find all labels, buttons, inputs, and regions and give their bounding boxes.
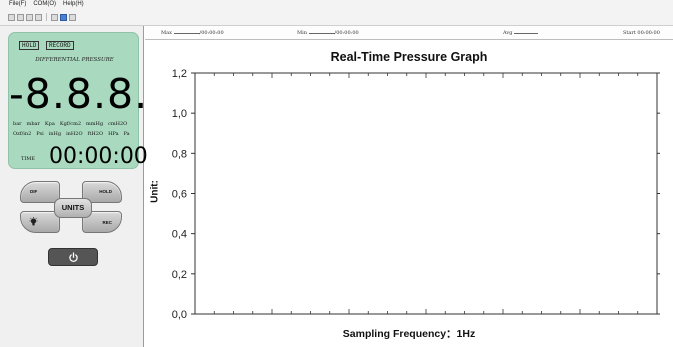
min-value-blank xyxy=(308,33,335,34)
hold-indicator: HOLD xyxy=(19,41,40,50)
toolbar-divider xyxy=(46,13,47,21)
y-tick-label: 0,6 xyxy=(172,189,187,201)
y-tick-label: 0,8 xyxy=(172,148,187,160)
unit-label: Kgf/cm2 xyxy=(59,121,82,127)
print-icon[interactable] xyxy=(35,13,42,21)
record-indicator: RECORD xyxy=(46,41,74,50)
dif-button[interactable]: DIF xyxy=(20,181,60,203)
power-button[interactable] xyxy=(48,248,98,266)
unit-label: Psi xyxy=(36,131,44,137)
hold-button-label: HOLD xyxy=(99,189,112,194)
min-label: Min xyxy=(297,30,307,36)
unit-label: bar xyxy=(13,121,22,127)
menu-help[interactable]: Help(H) xyxy=(63,1,84,7)
units-button[interactable]: UNITS xyxy=(54,198,92,218)
backlight-button[interactable] xyxy=(20,211,60,233)
rec-button[interactable]: REC xyxy=(82,211,122,233)
min-time: /00:00:00 xyxy=(334,30,359,36)
close-icon[interactable] xyxy=(69,13,76,21)
unit-label: ftH2O xyxy=(87,131,104,137)
lcd-display: HOLD RECORD DIFFERENTIAL PRESSURE -8.8.8… xyxy=(8,32,149,169)
grid-icon[interactable] xyxy=(26,13,33,21)
menu-bar: File(F) COM(O) Help(H) xyxy=(0,0,673,9)
unit-label: Kpa xyxy=(44,121,55,127)
y-tick-label: 1,2 xyxy=(172,68,187,80)
unit-row-2: Ozf/in2 Psi inHg inH2O ftH2O HPa Pa xyxy=(13,131,130,137)
control-pad: DIF HOLD REC UNITS xyxy=(20,181,126,241)
x-axis-label: Sampling Frequency：1Hz xyxy=(342,328,476,340)
y-tick-label: 0,4 xyxy=(172,229,187,241)
chart-title: Real-Time Pressure Graph xyxy=(330,50,488,64)
unit-label: cmH2O xyxy=(108,121,128,127)
max-label: Max xyxy=(161,30,172,36)
plot-area xyxy=(194,72,658,315)
blue-document-icon[interactable] xyxy=(60,13,67,21)
menu-file[interactable]: File(F) xyxy=(9,1,27,7)
avg-stat: Avg xyxy=(503,30,539,36)
y-tick-label: 0,2 xyxy=(172,269,187,281)
y-axis-label: Unit: xyxy=(149,180,161,203)
start-stat: Start 00:00:00 xyxy=(623,30,660,36)
save-icon[interactable] xyxy=(8,13,15,21)
y-tick-label: 1,0 xyxy=(172,108,187,120)
avg-value-blank xyxy=(514,33,539,34)
time-readout: 00:00:00 xyxy=(49,144,148,169)
rec-button-label: REC xyxy=(102,220,112,225)
unit-label: HPa xyxy=(108,131,119,137)
toolbar xyxy=(0,9,673,26)
lightbulb-icon xyxy=(29,217,38,229)
meter-panel: HOLD RECORD DIFFERENTIAL PRESSURE -8.8.8… xyxy=(0,26,149,347)
pressure-readout: -8.8.8. xyxy=(9,70,149,118)
max-time: /00:00:00 xyxy=(199,30,224,36)
time-label: TIME xyxy=(21,156,36,162)
pressure-chart: 0,0 0,2 0,4 0,6 0,8 1,0 1,2 xyxy=(172,68,660,321)
y-tick-label: 0,0 xyxy=(172,309,187,321)
start-time: 00:00:00 xyxy=(637,30,660,36)
avg-label: Avg xyxy=(503,30,513,36)
min-stat: Min /00:00:00 xyxy=(297,30,359,36)
copy-icon[interactable] xyxy=(17,13,24,21)
unit-row-1: bar mbar Kpa Kgf/cm2 mmHg cmH2O xyxy=(13,121,127,127)
menu-com[interactable]: COM(O) xyxy=(33,1,57,7)
unit-label: Ozf/in2 xyxy=(13,131,32,137)
stats-bar: Max /00:00:00 Min /00:00:00 Avg Start 00… xyxy=(145,26,673,40)
max-stat: Max /00:00:00 xyxy=(161,30,224,36)
unit-label: mbar xyxy=(26,121,40,127)
unit-label: inHg xyxy=(48,131,62,137)
unit-label: Pa xyxy=(123,131,130,137)
unit-label: inH2O xyxy=(66,131,83,137)
meter-title: DIFFERENTIAL PRESSURE xyxy=(35,57,114,63)
power-icon xyxy=(68,250,79,267)
settings-icon[interactable] xyxy=(51,13,58,21)
dif-button-label: DIF xyxy=(30,189,38,194)
max-value-blank xyxy=(173,33,200,34)
unit-label: mmHg xyxy=(86,121,104,127)
start-label: Start xyxy=(623,30,636,36)
